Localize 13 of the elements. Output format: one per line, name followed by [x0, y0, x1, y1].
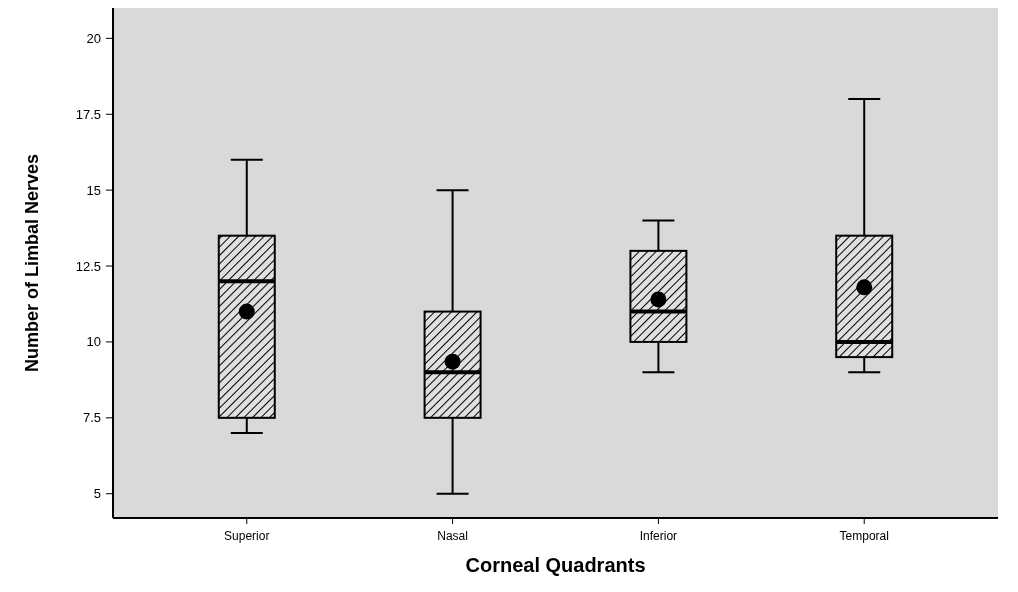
y-tick-label: 12.5 [75, 258, 101, 274]
y-tick-label: 17.5 [75, 106, 101, 122]
x-axis-title: Corneal Quadrants [465, 554, 646, 576]
x-tick-label: Inferior [639, 529, 678, 543]
y-tick-label: 15 [86, 182, 101, 198]
x-tick-label: Nasal [437, 529, 468, 543]
y-tick-label: 20 [86, 30, 101, 46]
y-tick-label: 10 [86, 334, 101, 350]
x-tick-label: Temporal [839, 529, 889, 543]
y-tick-label: 5 [93, 486, 101, 502]
y-axis-title: Number of Limbal Nerves [22, 153, 42, 373]
y-tick-label: 7.5 [82, 410, 101, 426]
x-tick-label: Superior [224, 529, 270, 543]
